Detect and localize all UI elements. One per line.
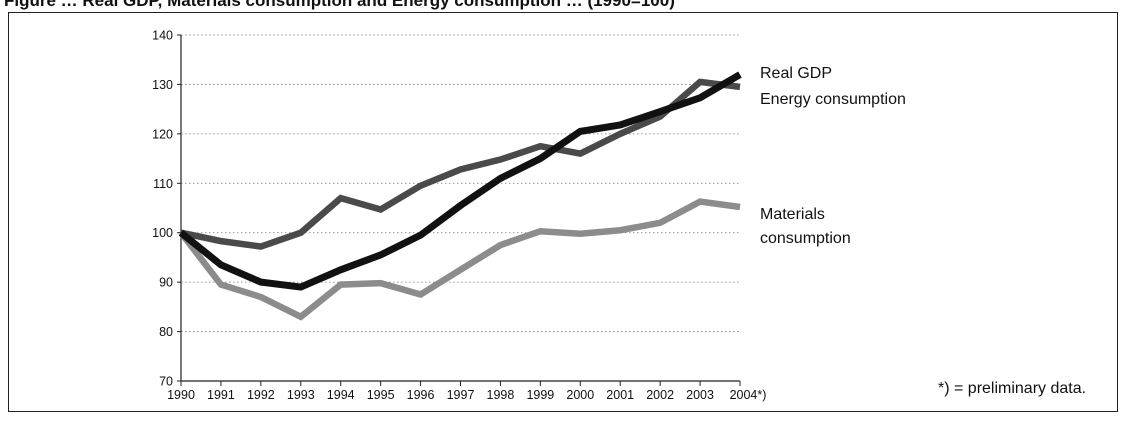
series-line-real-gdp xyxy=(178,71,742,291)
series-line-materials-consumption xyxy=(178,198,741,321)
y-tick-label: 130 xyxy=(152,78,173,92)
x-tick-labels: 1990 1991 1992 1993 1994 1995 1996 1997 1998 1999… xyxy=(167,388,766,402)
label-energy-consumption: Energy consumption xyxy=(760,91,906,108)
x-tick-label: 2003 xyxy=(686,388,714,402)
y-tick-label: 120 xyxy=(152,127,173,141)
x-tick-label: 1997 xyxy=(447,388,475,402)
x-tick-label: 2002 xyxy=(646,388,674,402)
preliminary-data-note: *) = preliminary data. xyxy=(938,380,1087,397)
y-tick-labels: 70 80 90 100 110 120 130 140 xyxy=(152,29,173,389)
x-tick-label: 1994 xyxy=(327,388,355,402)
y-tick-label: 100 xyxy=(152,226,173,240)
y-tick-label: 70 xyxy=(159,375,173,389)
y-tick-label: 110 xyxy=(153,177,173,191)
x-tick-label: 1998 xyxy=(487,388,515,402)
x-tick-label: 1999 xyxy=(526,388,554,402)
label-materials-line2: consumption xyxy=(760,230,851,247)
label-real-gdp: Real GDP xyxy=(760,65,832,82)
x-tick-label: 1996 xyxy=(407,388,435,402)
x-tick-label: 1992 xyxy=(247,388,275,402)
x-tick-label: 2001 xyxy=(606,388,634,402)
y-tick-label: 140 xyxy=(152,29,173,43)
x-tick-label: 2000 xyxy=(566,388,594,402)
y-tick-label: 80 xyxy=(159,325,173,339)
y-tick-label: 90 xyxy=(159,276,173,290)
chart-frame xyxy=(8,12,1118,412)
series-lines xyxy=(178,71,742,321)
x-tick-label: 2004*) xyxy=(730,388,767,402)
figure-title: Figure … Real GDP, Materials consumption… xyxy=(0,0,1129,10)
series-line-energy-consumption xyxy=(180,78,741,250)
series-labels: Real GDP Energy consumption Materials consu… xyxy=(760,65,906,247)
x-tick-label: 1993 xyxy=(287,388,315,402)
x-tick-label: 1995 xyxy=(367,388,395,402)
figure-title-text: Figure … Real GDP, Materials consumption… xyxy=(4,0,675,10)
axes xyxy=(177,34,741,386)
label-materials-line1: Materials xyxy=(760,206,825,223)
x-tick-label: 1991 xyxy=(207,388,235,402)
gridlines xyxy=(181,34,740,332)
x-tick-label: 1990 xyxy=(167,388,195,402)
